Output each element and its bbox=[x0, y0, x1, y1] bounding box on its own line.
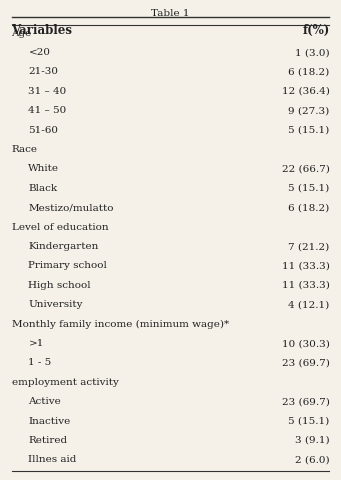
Text: 5 (15.1): 5 (15.1) bbox=[288, 416, 329, 425]
Text: Retired: Retired bbox=[28, 435, 68, 444]
Text: 10 (30.3): 10 (30.3) bbox=[282, 338, 329, 348]
Text: 11 (33.3): 11 (33.3) bbox=[282, 280, 329, 289]
Text: Variables: Variables bbox=[12, 24, 73, 37]
Text: Age: Age bbox=[12, 29, 32, 37]
Text: 5 (15.1): 5 (15.1) bbox=[288, 125, 329, 134]
Text: High school: High school bbox=[28, 280, 91, 289]
Text: 3 (9.1): 3 (9.1) bbox=[295, 435, 329, 444]
Text: >1: >1 bbox=[28, 338, 44, 348]
Text: 4 (12.1): 4 (12.1) bbox=[288, 300, 329, 309]
Text: Black: Black bbox=[28, 183, 58, 192]
Text: employment activity: employment activity bbox=[12, 377, 118, 386]
Text: 21-30: 21-30 bbox=[28, 67, 58, 76]
Text: Race: Race bbox=[12, 145, 38, 154]
Text: 5 (15.1): 5 (15.1) bbox=[288, 183, 329, 192]
Text: 6 (18.2): 6 (18.2) bbox=[288, 67, 329, 76]
Text: 22 (66.7): 22 (66.7) bbox=[282, 164, 329, 173]
Text: 6 (18.2): 6 (18.2) bbox=[288, 203, 329, 212]
Text: <20: <20 bbox=[28, 48, 50, 57]
Text: Primary school: Primary school bbox=[28, 261, 107, 270]
Text: 1 (3.0): 1 (3.0) bbox=[295, 48, 329, 57]
Text: 41 – 50: 41 – 50 bbox=[28, 106, 67, 115]
Text: 9 (27.3): 9 (27.3) bbox=[288, 106, 329, 115]
Text: 23 (69.7): 23 (69.7) bbox=[282, 396, 329, 406]
Text: 31 – 40: 31 – 40 bbox=[28, 87, 67, 96]
Text: 1 - 5: 1 - 5 bbox=[28, 358, 52, 367]
Text: Inactive: Inactive bbox=[28, 416, 71, 425]
Text: 7 (21.2): 7 (21.2) bbox=[288, 241, 329, 251]
Text: Illnes aid: Illnes aid bbox=[28, 455, 77, 464]
Text: Monthly family income (minimum wage)*: Monthly family income (minimum wage)* bbox=[12, 319, 229, 328]
Text: University: University bbox=[28, 300, 83, 309]
Text: Level of education: Level of education bbox=[12, 222, 108, 231]
Text: 23 (69.7): 23 (69.7) bbox=[282, 358, 329, 367]
Text: 51-60: 51-60 bbox=[28, 125, 58, 134]
Text: 2 (6.0): 2 (6.0) bbox=[295, 455, 329, 464]
Text: f(%): f(%) bbox=[302, 24, 329, 37]
Text: 11 (33.3): 11 (33.3) bbox=[282, 261, 329, 270]
Text: Mestizo/mulatto: Mestizo/mulatto bbox=[28, 203, 114, 212]
Text: Kindergarten: Kindergarten bbox=[28, 241, 99, 251]
Text: Table 1: Table 1 bbox=[151, 9, 190, 18]
Text: Active: Active bbox=[28, 396, 61, 406]
Text: 12 (36.4): 12 (36.4) bbox=[282, 87, 329, 96]
Text: White: White bbox=[28, 164, 59, 173]
